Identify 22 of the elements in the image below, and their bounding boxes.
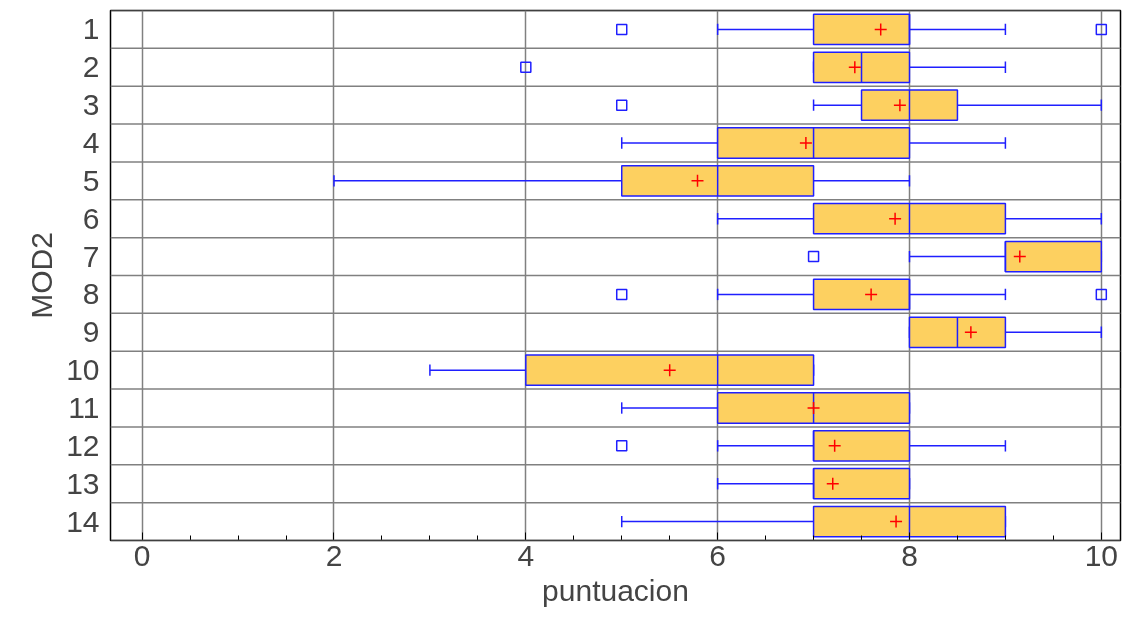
x-tick-label: 8 (901, 538, 918, 572)
y-tick-label: 13 (66, 466, 100, 500)
y-tick-label: 14 (66, 504, 100, 538)
x-tick-label: 2 (325, 538, 343, 572)
y-tick-label: 3 (82, 88, 100, 122)
y-tick-label: 1 (82, 12, 100, 46)
y-tick-label: 6 (82, 201, 100, 235)
y-tick-label: 12 (66, 428, 100, 462)
x-tick-label: 4 (517, 538, 535, 572)
y-axis-title: MOD2 (25, 232, 59, 319)
y-tick-label: 10 (66, 353, 100, 387)
y-tick-label: 2 (82, 50, 100, 84)
y-tick-label: 4 (82, 126, 100, 159)
y-tick-label: 9 (82, 315, 100, 349)
x-tick-label: 6 (709, 538, 726, 572)
x-tick-label: 10 (1084, 538, 1119, 572)
y-tick-label: 8 (82, 277, 100, 311)
x-axis-title: puntuacion (542, 573, 689, 607)
y-tick-label: 5 (82, 163, 100, 197)
x-tick-label: 0 (133, 538, 151, 572)
y-tick-label: 7 (82, 239, 100, 273)
y-tick-label: 11 (68, 391, 100, 424)
